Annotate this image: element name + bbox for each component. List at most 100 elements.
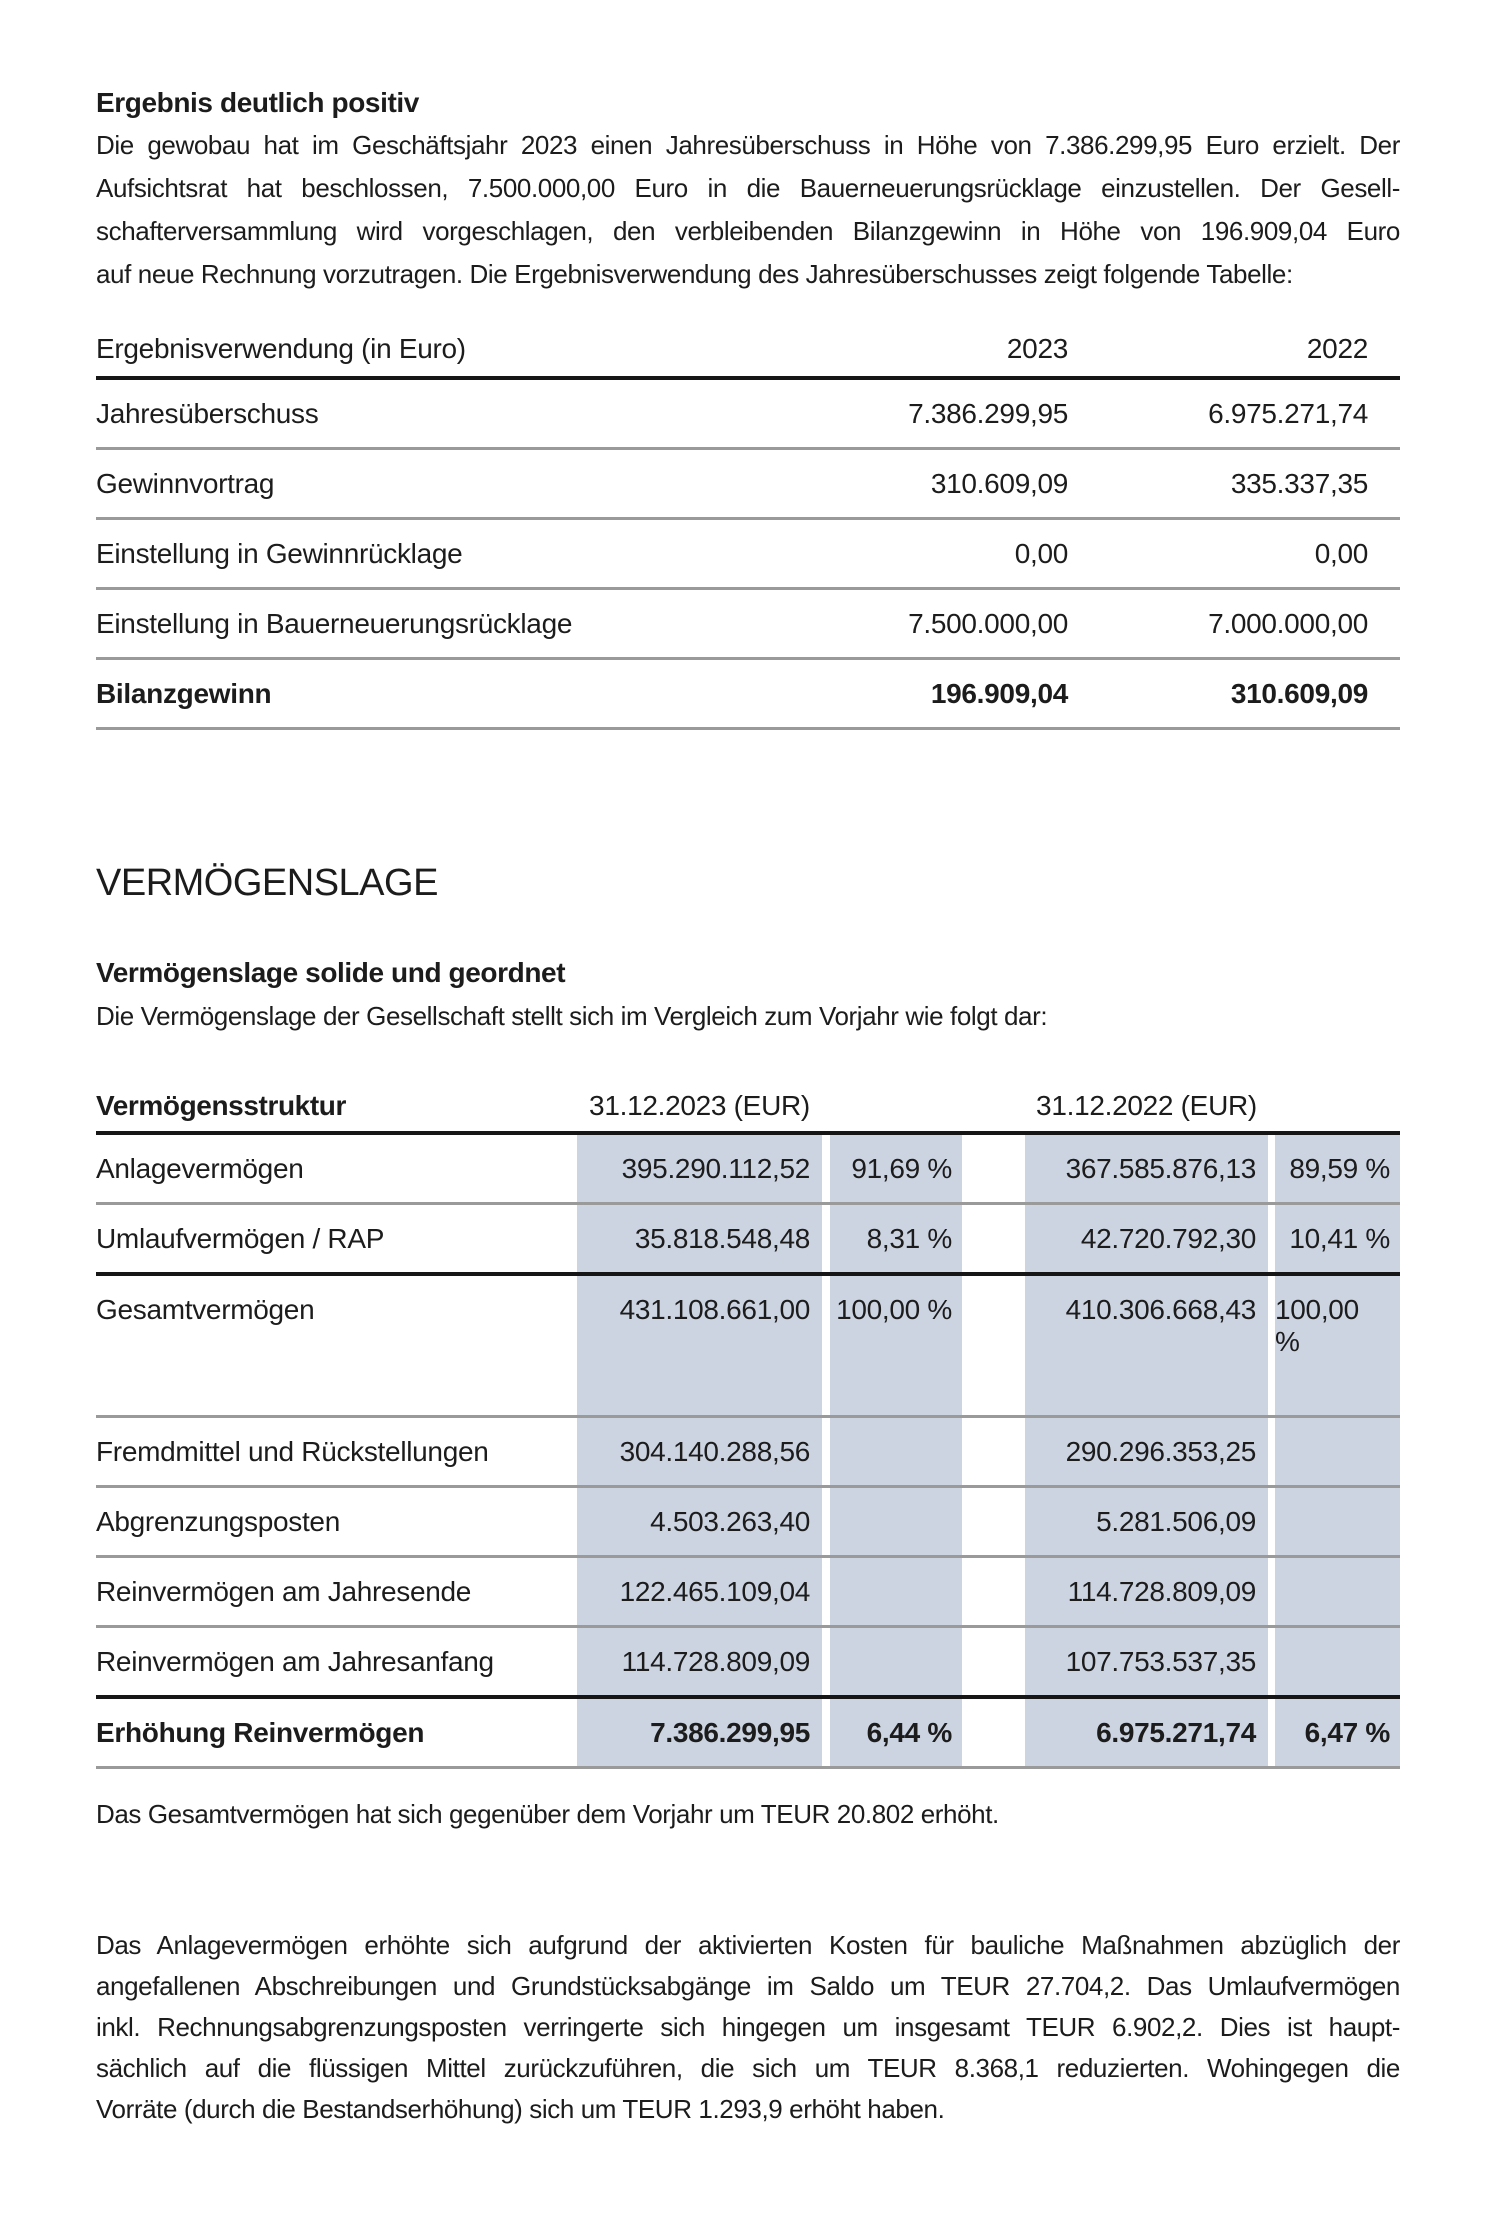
- paragraph-line: schafterversammlung wird vorgeschlagen, …: [96, 216, 1400, 246]
- column-gap: [822, 1488, 830, 1555]
- table-header-row: Ergebnisverwendung (in Euro) 2023 2022: [96, 322, 1400, 380]
- table-row-total: Bilanzgewinn 196.909,04 310.609,09: [96, 660, 1400, 730]
- cell-value-2022: 335.337,35: [1230, 467, 1368, 499]
- cell-label: Einstellung in Gewinnrücklage: [96, 537, 463, 569]
- table-row: Gewinnvortrag 310.609,09 335.337,35: [96, 450, 1400, 520]
- vermoegensstruktur-table: Vermögensstruktur 31.12.2023 (EUR) 31.12…: [96, 1080, 1400, 1769]
- column-gap: [822, 1699, 830, 1766]
- cell-value-2022: 410.306.668,43: [1025, 1276, 1268, 1415]
- cell-value-2023: 431.108.661,00: [577, 1276, 822, 1415]
- cell-pct-2023: 100,00 %: [830, 1276, 962, 1415]
- cell-value-2023: 0,00: [1014, 537, 1069, 569]
- table-row-total: Erhöhung Reinvermögen 7.386.299,95 6,44 …: [96, 1699, 1400, 1769]
- column-header-pct-2022: [1275, 1080, 1400, 1131]
- cell-label: Abgrenzungsposten: [96, 1505, 340, 1537]
- column-gap: [1268, 1276, 1275, 1415]
- gesamtvermoegen-note: Das Gesamtvermögen hat sich gegenüber de…: [96, 1799, 999, 1829]
- cell-label: Anlagevermögen: [96, 1152, 304, 1184]
- cell-value-2023: 114.728.809,09: [577, 1628, 822, 1695]
- cell-pct-2022: [1275, 1558, 1400, 1625]
- column-gap: [962, 1558, 1025, 1625]
- cell-label: Gesamtvermögen: [96, 1294, 315, 1325]
- column-gap: [1268, 1205, 1275, 1272]
- column-gap: [1268, 1080, 1275, 1131]
- cell-value-2023: 7.386.299,95: [577, 1699, 822, 1766]
- cell-value-2022: 42.720.792,30: [1025, 1205, 1268, 1272]
- cell-pct-2023: 6,44 %: [830, 1699, 962, 1766]
- cell-pct-2023: [830, 1558, 962, 1625]
- cell-value-2023: 7.500.000,00: [908, 607, 1068, 639]
- column-gap: [962, 1699, 1025, 1766]
- column-gap: [822, 1558, 830, 1625]
- cell-value-2022: 0,00: [1314, 537, 1369, 569]
- column-gap: [962, 1276, 1025, 1415]
- column-header-2023: 2023: [1006, 333, 1068, 364]
- column-gap: [962, 1135, 1025, 1202]
- paragraph-line: angefallenen Abschreibungen und Grundstü…: [96, 1971, 1400, 2001]
- paragraph-line: Das Anlagevermögen erhöhte sich aufgrund…: [96, 1930, 1400, 1960]
- cell-value-2022: 7.000.000,00: [1208, 607, 1368, 639]
- cell-value-2022: 6.975.271,74: [1025, 1699, 1268, 1766]
- paragraph-line: Aufsichtsrat hat beschlossen, 7.500.000,…: [96, 173, 1400, 203]
- cell-label: Fremdmittel und Rückstellungen: [96, 1435, 489, 1467]
- table-row: Reinvermögen am Jahresende 122.465.109,0…: [96, 1558, 1400, 1628]
- column-gap: [962, 1418, 1025, 1485]
- cell-label: Erhöhung Reinvermögen: [96, 1716, 425, 1748]
- section-heading-ergebnis: Ergebnis deutlich positiv: [96, 87, 419, 118]
- cell-value-2023: 35.818.548,48: [577, 1205, 822, 1272]
- cell-label: Einstellung in Bauerneuerungsrücklage: [96, 607, 573, 639]
- column-gap: [1268, 1558, 1275, 1625]
- cell-pct-2023: [830, 1628, 962, 1695]
- page-content: Ergebnis deutlich positiv Die gewobau ha…: [96, 86, 1400, 2130]
- column-gap: [1268, 1418, 1275, 1485]
- cell-pct-2023: 91,69 %: [830, 1135, 962, 1202]
- cell-value-2023: 304.140.288,56: [577, 1418, 822, 1485]
- column-gap: [1268, 1628, 1275, 1695]
- section-title-vermoegenslage: VERMÖGENSLAGE: [96, 862, 438, 904]
- column-gap: [822, 1080, 830, 1131]
- column-gap: [822, 1276, 830, 1415]
- cell-pct-2022: [1275, 1628, 1400, 1695]
- ergebnis-paragraph: Die gewobau hat im Geschäftsjahr 2023 ei…: [96, 124, 1400, 296]
- column-gap: [1268, 1699, 1275, 1766]
- paragraph-line: Die gewobau hat im Geschäftsjahr 2023 ei…: [96, 130, 1400, 160]
- table-header-row: Vermögensstruktur 31.12.2023 (EUR) 31.12…: [96, 1080, 1400, 1135]
- cell-value-2022: 114.728.809,09: [1025, 1558, 1268, 1625]
- cell-pct-2022: [1275, 1488, 1400, 1555]
- cell-label: Reinvermögen am Jahresanfang: [96, 1645, 494, 1677]
- cell-value-2022: 310.609,09: [1230, 677, 1368, 709]
- column-header-label: Ergebnisverwendung (in Euro): [96, 333, 466, 364]
- cell-label: Jahresüberschuss: [96, 397, 319, 429]
- cell-value-2023: 196.909,04: [930, 677, 1068, 709]
- table-row: Jahresüberschuss 7.386.299,95 6.975.271,…: [96, 380, 1400, 450]
- cell-pct-2022: 89,59 %: [1275, 1135, 1400, 1202]
- paragraph-line: sächlich auf die flüssigen Mittel zurück…: [96, 2053, 1400, 2083]
- column-header-pct-2023: [830, 1080, 962, 1131]
- cell-pct-2022: 100,00 %: [1275, 1276, 1400, 1415]
- cell-value-2023: 310.609,09: [930, 467, 1068, 499]
- column-gap: [822, 1628, 830, 1695]
- cell-value-2023: 7.386.299,95: [908, 397, 1068, 429]
- anlagevermoegen-paragraph: Das Anlagevermögen erhöhte sich aufgrund…: [96, 1925, 1400, 2130]
- cell-pct-2022: [1275, 1418, 1400, 1485]
- cell-pct-2022: 6,47 %: [1275, 1699, 1400, 1766]
- column-gap: [1268, 1488, 1275, 1555]
- table-row-total: Gesamtvermögen 431.108.661,00 100,00 % 4…: [96, 1276, 1400, 1418]
- column-header-2022: 2022: [1306, 333, 1368, 364]
- paragraph-line: inkl. Rechnungsabgrenzungsposten verring…: [96, 2012, 1400, 2042]
- cell-pct-2023: [830, 1418, 962, 1485]
- table-row: Reinvermögen am Jahresanfang 114.728.809…: [96, 1628, 1400, 1699]
- cell-pct-2022: 10,41 %: [1275, 1205, 1400, 1272]
- cell-pct-2023: 8,31 %: [830, 1205, 962, 1272]
- column-gap: [1268, 1135, 1275, 1202]
- column-header-label: Vermögensstruktur: [96, 1089, 346, 1121]
- column-header-2022: 31.12.2022 (EUR): [1036, 1089, 1257, 1121]
- cell-value-2023: 4.503.263,40: [577, 1488, 822, 1555]
- table-row: Einstellung in Gewinnrücklage 0,00 0,00: [96, 520, 1400, 590]
- table-row: Fremdmittel und Rückstellungen 304.140.2…: [96, 1418, 1400, 1488]
- table-row: Abgrenzungsposten 4.503.263,40 5.281.506…: [96, 1488, 1400, 1558]
- table-row: Umlaufvermögen / RAP 35.818.548,48 8,31 …: [96, 1205, 1400, 1276]
- cell-label: Reinvermögen am Jahresende: [96, 1575, 472, 1607]
- column-gap: [962, 1628, 1025, 1695]
